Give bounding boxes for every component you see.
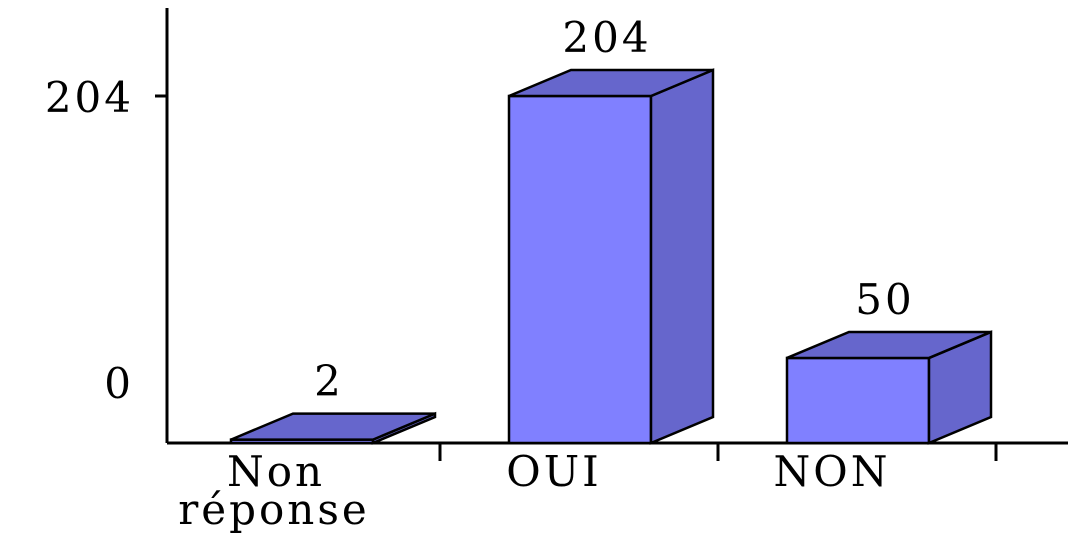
data-label: 50 <box>855 275 914 324</box>
bar-top-face <box>230 412 436 441</box>
bar-top-face <box>508 68 714 98</box>
bar <box>507 68 715 445</box>
category-label: NON <box>774 447 891 496</box>
bar-front-face <box>785 356 931 445</box>
chart-bars <box>229 68 993 445</box>
bar <box>229 411 437 445</box>
data-label: 2 <box>314 357 344 406</box>
category-label: réponse <box>178 485 370 533</box>
y-tick-label: 0 <box>104 359 134 408</box>
bar-top-face <box>786 330 992 360</box>
data-label: 204 <box>562 13 651 62</box>
y-tick-label: 204 <box>45 73 134 122</box>
bar-side-face <box>649 68 715 445</box>
bar <box>785 330 993 445</box>
category-label: OUI <box>506 447 601 496</box>
bar-front-face <box>507 94 653 445</box>
category-label: Non <box>227 447 325 496</box>
